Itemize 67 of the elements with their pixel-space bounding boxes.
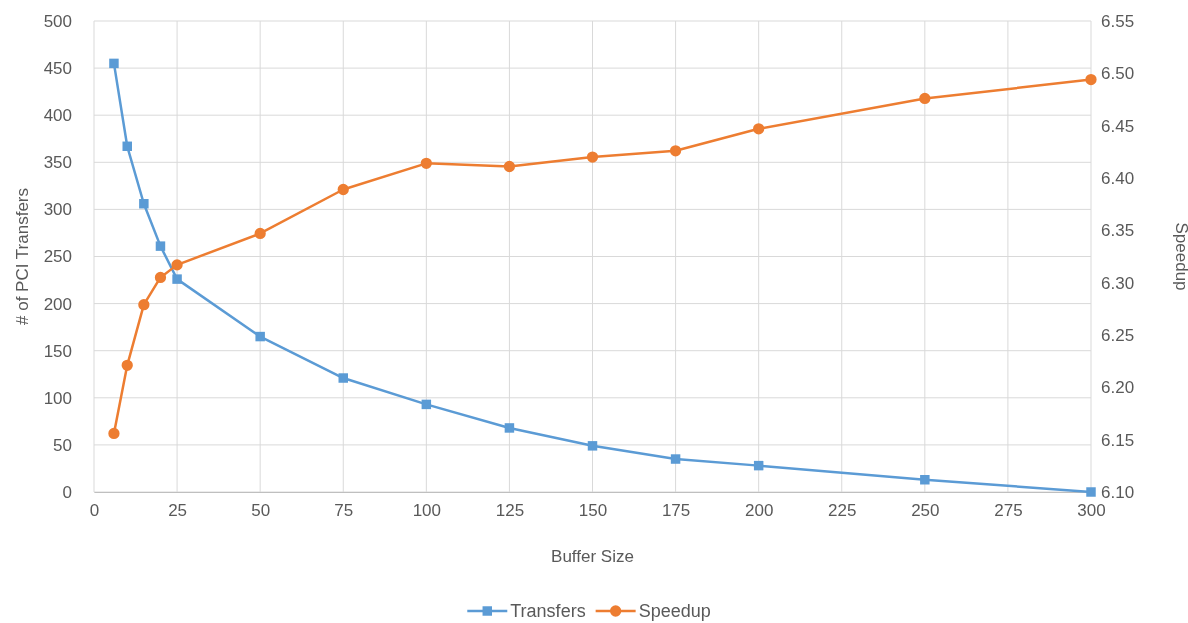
point: [504, 423, 515, 433]
point: [587, 441, 598, 451]
y-axis-title: # of PCI Transfers: [13, 188, 32, 325]
point: [109, 58, 119, 69]
point: [338, 373, 348, 383]
x-tick-label: 150: [578, 501, 608, 521]
x-tick-label: 0: [89, 501, 100, 521]
y-tick-label: 500: [43, 11, 72, 31]
point: [154, 271, 167, 284]
x-tick-label: 25: [168, 501, 188, 521]
point: [421, 399, 432, 410]
point: [753, 123, 765, 135]
y-tick-label: 350: [43, 153, 72, 173]
y-tick-label: 250: [43, 247, 72, 267]
y2-tick-label: 6.15: [1101, 430, 1135, 450]
y2-tick-label: 6.35: [1101, 221, 1135, 241]
point: [121, 359, 133, 371]
point: [171, 259, 183, 271]
point: [1085, 73, 1097, 86]
legend-label: Transfers: [510, 601, 586, 621]
x-tick-label: 100: [412, 501, 442, 521]
legend-label: Speedup: [638, 601, 711, 621]
x-tick-label: 250: [911, 501, 940, 521]
y2-tick-label: 6.55: [1101, 11, 1135, 31]
point: [670, 454, 681, 464]
x-tick-label: 125: [495, 501, 525, 521]
point: [138, 299, 150, 311]
x-axis-title: Buffer Size: [551, 547, 634, 566]
y-tick-label: 0: [62, 482, 72, 502]
point: [139, 199, 149, 209]
point: [1086, 487, 1096, 497]
point: [337, 183, 349, 196]
y2-tick-label: 6.50: [1101, 64, 1135, 84]
point: [919, 92, 931, 105]
point: [669, 145, 682, 157]
x-tick-label: 175: [661, 501, 691, 521]
x-tick-label: 300: [1077, 501, 1106, 521]
y2-tick-label: 6.40: [1101, 168, 1135, 188]
x-tick-label: 200: [744, 501, 774, 521]
x-tick-label: 275: [994, 501, 1023, 521]
point: [586, 151, 599, 163]
point: [122, 141, 132, 152]
point: [108, 427, 120, 440]
x-tick-label: 50: [251, 501, 271, 521]
y2-tick-label: 6.30: [1101, 273, 1135, 293]
y-tick-label: 300: [43, 200, 72, 220]
y-tick-label: 200: [43, 294, 72, 314]
y2-tick-label: 6.25: [1101, 325, 1135, 345]
point: [420, 157, 432, 169]
point: [254, 227, 266, 240]
y-tick-label: 100: [43, 388, 72, 408]
point: [155, 241, 166, 251]
point: [920, 475, 930, 485]
y2-axis-title: Speedup: [1172, 222, 1188, 291]
point: [753, 460, 764, 471]
y-tick-label: 50: [53, 435, 72, 455]
x-tick-label: 225: [828, 501, 857, 521]
x-tick-label: 75: [334, 501, 354, 521]
y-tick-label: 400: [43, 106, 72, 126]
y-tick-label: 150: [43, 341, 72, 361]
y2-tick-label: 6.20: [1101, 378, 1135, 398]
point: [503, 160, 516, 173]
y2-tick-label: 6.45: [1101, 116, 1135, 136]
y-tick-label: 450: [43, 59, 72, 79]
y2-tick-label: 6.10: [1101, 482, 1135, 502]
point: [172, 274, 182, 284]
point: [255, 331, 265, 342]
